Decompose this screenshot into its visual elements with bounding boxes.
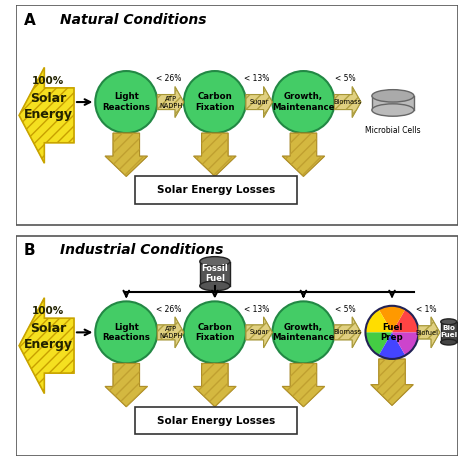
Wedge shape	[379, 332, 405, 359]
Text: Solar Energy Losses: Solar Energy Losses	[156, 185, 275, 195]
Polygon shape	[193, 133, 236, 177]
Text: Carbon
Fixation: Carbon Fixation	[195, 92, 235, 112]
Text: Energy: Energy	[24, 108, 73, 121]
Text: Growth,
Maintenance: Growth, Maintenance	[272, 323, 335, 342]
Text: < 26%: < 26%	[155, 74, 181, 83]
Text: < 13%: < 13%	[244, 305, 270, 314]
FancyBboxPatch shape	[17, 236, 457, 455]
Wedge shape	[379, 306, 405, 332]
Text: Microbial Cells: Microbial Cells	[365, 126, 421, 136]
Polygon shape	[19, 298, 74, 394]
Text: Biomass: Biomass	[334, 99, 362, 105]
Text: A: A	[24, 12, 35, 28]
Polygon shape	[419, 317, 440, 348]
Ellipse shape	[200, 281, 230, 291]
Text: Solar Energy Losses: Solar Energy Losses	[156, 415, 275, 426]
Ellipse shape	[441, 319, 456, 325]
Text: Carbon
Fixation: Carbon Fixation	[195, 323, 235, 342]
Circle shape	[273, 301, 335, 363]
Text: Industrial Conditions: Industrial Conditions	[60, 243, 223, 257]
Text: Solar: Solar	[30, 322, 66, 335]
Polygon shape	[105, 133, 147, 177]
Text: < 13%: < 13%	[244, 74, 270, 83]
Ellipse shape	[200, 257, 230, 266]
Text: Energy: Energy	[24, 338, 73, 351]
Text: Sugar: Sugar	[249, 99, 269, 105]
Polygon shape	[246, 317, 273, 348]
Text: ATP
NADPH: ATP NADPH	[159, 326, 182, 339]
Text: 100%: 100%	[32, 76, 64, 86]
Circle shape	[184, 71, 246, 133]
Circle shape	[273, 71, 335, 133]
Wedge shape	[392, 332, 419, 355]
Text: 100%: 100%	[32, 306, 64, 316]
FancyBboxPatch shape	[135, 407, 297, 434]
Circle shape	[95, 301, 157, 363]
Text: Solar: Solar	[30, 92, 66, 105]
Polygon shape	[193, 363, 236, 407]
Polygon shape	[282, 133, 325, 177]
Polygon shape	[157, 317, 184, 348]
Polygon shape	[105, 363, 147, 407]
Text: Bio
Fuel: Bio Fuel	[440, 325, 457, 338]
Text: Biomass: Biomass	[334, 329, 362, 335]
Wedge shape	[392, 309, 419, 332]
Polygon shape	[371, 359, 413, 406]
Text: Fossil
Fuel: Fossil Fuel	[201, 264, 228, 284]
Text: Light
Reactions: Light Reactions	[102, 92, 150, 112]
Ellipse shape	[372, 89, 414, 102]
Circle shape	[184, 301, 246, 363]
Text: Natural Conditions: Natural Conditions	[60, 12, 206, 27]
Text: Growth,
Maintenance: Growth, Maintenance	[272, 92, 335, 112]
Wedge shape	[365, 332, 392, 355]
Polygon shape	[441, 322, 456, 342]
Text: < 5%: < 5%	[335, 74, 356, 83]
Polygon shape	[335, 87, 361, 118]
Ellipse shape	[441, 339, 456, 345]
Text: Biofuel: Biofuel	[415, 330, 438, 336]
Polygon shape	[282, 363, 325, 407]
FancyBboxPatch shape	[135, 177, 297, 204]
Polygon shape	[19, 67, 74, 163]
Ellipse shape	[372, 104, 414, 116]
Polygon shape	[372, 96, 414, 110]
Polygon shape	[246, 87, 273, 118]
Text: Fuel
Prep: Fuel Prep	[381, 323, 403, 342]
Text: ATP
NADPH: ATP NADPH	[159, 95, 182, 108]
Circle shape	[95, 71, 157, 133]
Polygon shape	[335, 317, 361, 348]
Text: < 1%: < 1%	[416, 305, 437, 314]
Text: < 5%: < 5%	[335, 305, 356, 314]
Text: Sugar: Sugar	[249, 329, 269, 335]
Polygon shape	[200, 261, 230, 286]
FancyBboxPatch shape	[17, 6, 457, 225]
Text: B: B	[24, 243, 35, 258]
Text: Light
Reactions: Light Reactions	[102, 323, 150, 342]
Polygon shape	[157, 87, 184, 118]
Text: < 26%: < 26%	[155, 305, 181, 314]
Wedge shape	[365, 309, 392, 332]
